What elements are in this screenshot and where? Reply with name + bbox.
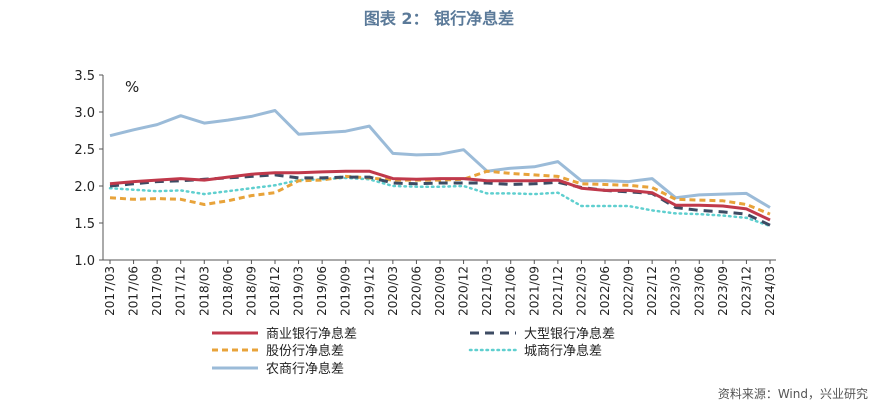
y-unit-label: % [125, 78, 139, 96]
x-tick-label: 2020/06 [409, 266, 423, 316]
x-tick-label: 2018/09 [244, 266, 258, 316]
legend-label: 股份行净息差 [266, 343, 344, 359]
x-tick-label: 2021/09 [527, 266, 541, 316]
y-tick-label: 1.0 [74, 254, 95, 269]
x-tick-label: 2017/03 [103, 266, 117, 316]
x-tick-label: 2018/03 [197, 266, 211, 316]
x-tick-label: 2020/03 [386, 266, 400, 316]
x-tick-label: 2021/12 [551, 266, 565, 316]
x-tick-label: 2023/06 [692, 266, 706, 316]
x-tick-label: 2017/12 [174, 266, 188, 316]
x-tick-label: 2023/03 [669, 266, 683, 316]
x-tick-label: 2019/12 [362, 266, 376, 316]
x-tick-label: 2022/12 [645, 266, 659, 316]
x-tick-label: 2021/06 [504, 266, 518, 316]
x-tick-label: 2023/09 [716, 266, 730, 316]
y-tick-label: 2.5 [74, 143, 95, 158]
legend-item: 商业银行净息差 [212, 326, 357, 342]
legend-item: 城商行净息差 [468, 343, 602, 359]
x-tick-label: 2024/03 [763, 266, 777, 316]
y-tick-label: 1.5 [74, 217, 95, 232]
y-tick-label: 3.5 [74, 69, 95, 84]
x-tick-label: 2023/12 [739, 266, 753, 316]
legend-label: 城商行净息差 [524, 343, 602, 359]
legend-label: 农商行净息差 [266, 361, 344, 377]
y-tick-label: 2.0 [74, 180, 95, 195]
legend-label: 商业银行净息差 [266, 326, 357, 342]
legend-item: 农商行净息差 [212, 361, 344, 377]
x-tick-label: 2019/06 [315, 266, 329, 316]
x-tick-label: 2021/03 [480, 266, 494, 316]
x-tick-label: 2018/12 [268, 266, 282, 316]
x-tick-label: 2022/06 [598, 266, 612, 316]
legend-item: 股份行净息差 [212, 343, 344, 359]
x-tick-label: 2018/06 [221, 266, 235, 316]
y-tick-label: 3.0 [74, 106, 95, 121]
x-tick-label: 2020/09 [433, 266, 447, 316]
x-tick-label: 2020/12 [457, 266, 471, 316]
x-tick-label: 2017/06 [127, 266, 141, 316]
x-tick-label: 2017/09 [150, 266, 164, 316]
x-tick-label: 2019/03 [292, 266, 306, 316]
chart-title: 图表 2： 银行净息差 [364, 9, 514, 28]
series-line-1 [109, 173, 771, 227]
x-tick-label: 2022/09 [622, 266, 636, 316]
x-tick-label: 2019/09 [339, 266, 353, 316]
x-tick-label: 2022/03 [574, 266, 588, 316]
source-note: 资料来源：Wind，兴业研究 [718, 386, 868, 401]
legend-label: 大型银行净息差 [524, 326, 615, 342]
legend-item: 大型银行净息差 [470, 326, 615, 342]
